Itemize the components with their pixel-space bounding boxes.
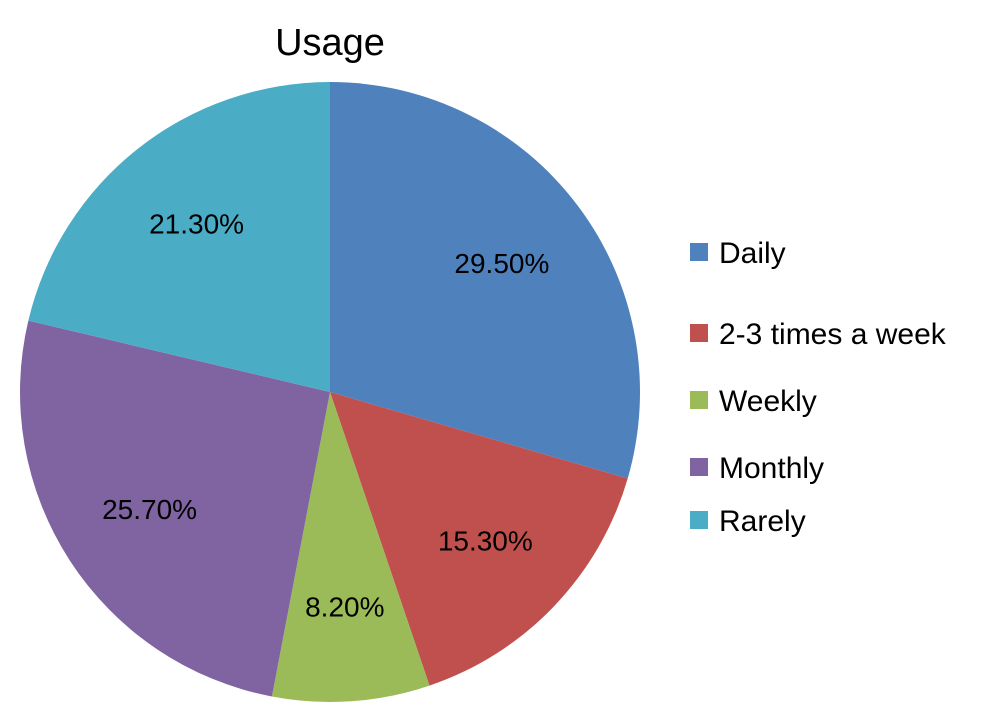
legend-swatch-weekly: [690, 391, 708, 409]
pie: [20, 82, 640, 703]
data-label-monthly: 25.70%: [102, 494, 197, 525]
data-label-weekly: 8.20%: [305, 592, 384, 623]
slice-labels: 29.50% 15.30% 8.20% 25.70% 21.30%: [102, 208, 549, 622]
data-label-2-3-times-a-week: 15.30%: [438, 526, 533, 557]
data-label-daily: 29.50%: [454, 248, 549, 279]
legend-label-weekly: Weekly: [719, 385, 817, 418]
legend-label-monthly: Monthly: [719, 452, 824, 485]
legend-swatch-monthly: [690, 458, 708, 476]
legend-label-rarely: Rarely: [719, 505, 806, 538]
legend-label-2-3-times-a-week: 2-3 times a week: [719, 318, 947, 351]
data-label-rarely: 21.30%: [149, 208, 244, 239]
pie-slice-weekly: [271, 392, 430, 703]
pie-slice-monthly: [20, 320, 330, 697]
legend-swatch-daily: [690, 243, 708, 261]
pie-slice-2-3-times-a-week: [330, 392, 628, 686]
chart-title: Usage: [275, 22, 385, 64]
legend-label-daily: Daily: [719, 237, 786, 270]
legend-swatch-2-3-times-a-week: [690, 324, 708, 342]
legend: Daily 2-3 times a week Weekly Monthly Rarely: [690, 237, 947, 538]
legend-swatch-rarely: [690, 511, 708, 529]
pie-slice-daily: [330, 82, 640, 479]
pie-slice-rarely: [28, 82, 331, 392]
